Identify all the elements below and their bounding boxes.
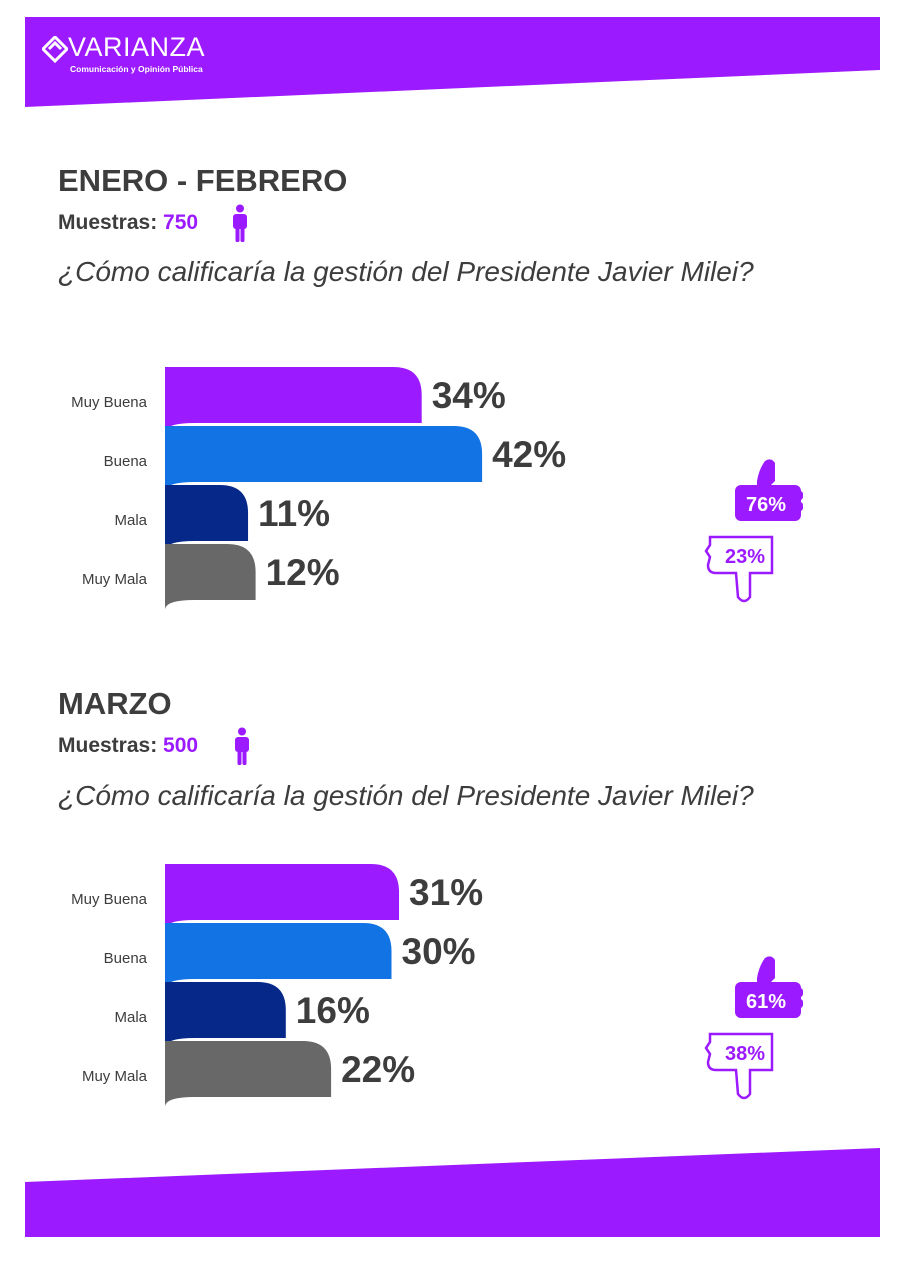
brand-name: VARIANZA xyxy=(68,32,206,62)
period-title: MARZO xyxy=(58,686,172,721)
bar-muy-mala xyxy=(165,1041,332,1107)
approval-positive-label: 76% xyxy=(746,494,786,516)
value-label: 31% xyxy=(409,872,483,913)
rating-chart-svg: Muy Buena 31% Buena 30% Mala 16% Muy Mala 22% 61… xyxy=(71,864,803,1107)
category-label: Mala xyxy=(114,1009,147,1026)
thumbs-down-icon: 23% xyxy=(704,535,774,603)
person-icon xyxy=(235,727,249,765)
sample-size: Muestras: 750 xyxy=(58,211,198,235)
approval-negative-label: 23% xyxy=(725,546,765,568)
value-label: 22% xyxy=(341,1049,415,1090)
category-label: Buena xyxy=(104,950,148,967)
approval-negative-label: 38% xyxy=(725,1043,765,1065)
bar-buena xyxy=(165,923,392,989)
category-label: Muy Buena xyxy=(71,394,148,411)
value-label: 34% xyxy=(432,375,506,416)
bar-muy-mala xyxy=(165,544,256,610)
value-label: 11% xyxy=(258,493,330,534)
brand-tagline: Comunicación y Opinión Pública xyxy=(70,64,203,74)
bar-muy-buena xyxy=(165,367,422,433)
category-label: Muy Mala xyxy=(82,571,148,588)
value-label: 16% xyxy=(296,990,370,1031)
person-icon xyxy=(233,204,247,242)
sample-label: Muestras: xyxy=(58,734,158,757)
sample-value: 750 xyxy=(163,211,199,234)
rating-chart-svg: Muy Buena 34% Buena 42% Mala 11% Muy Mala 12% 76… xyxy=(71,367,803,610)
sample-label: Muestras: xyxy=(58,211,158,234)
category-label: Mala xyxy=(114,512,147,529)
approval-positive-label: 61% xyxy=(746,991,786,1013)
varianza-logo-icon xyxy=(42,36,68,64)
bar-mala xyxy=(165,485,249,551)
top-banner xyxy=(25,17,880,107)
bar-mala xyxy=(165,982,286,1048)
value-label: 42% xyxy=(492,434,566,475)
rating-chart-marzo: Muy Buena 31% Buena 30% Mala 16% Muy Mala 22% 61… xyxy=(0,852,905,1132)
bar-muy-buena xyxy=(165,864,400,930)
sample-value: 500 xyxy=(163,734,199,757)
rating-chart-enero-febrero: Muy Buena 34% Buena 42% Mala 11% Muy Mala 12% 76… xyxy=(0,355,905,635)
survey-question: ¿Cómo calificaría la gestión del Preside… xyxy=(58,256,754,287)
value-label: 30% xyxy=(402,931,476,972)
sample-size: Muestras: 500 xyxy=(58,734,198,758)
survey-question: ¿Cómo calificaría la gestión del Preside… xyxy=(58,780,754,811)
value-label: 12% xyxy=(266,552,340,593)
category-label: Buena xyxy=(104,453,148,470)
thumbs-down-icon: 38% xyxy=(704,1032,774,1100)
bar-buena xyxy=(165,426,483,492)
thumbs-up-icon: 61% xyxy=(735,956,803,1018)
category-label: Muy Mala xyxy=(82,1068,148,1085)
bottom-banner xyxy=(25,1148,880,1237)
period-title: ENERO - FEBRERO xyxy=(58,163,348,198)
thumbs-up-icon: 76% xyxy=(735,459,803,521)
category-label: Muy Buena xyxy=(71,891,148,908)
